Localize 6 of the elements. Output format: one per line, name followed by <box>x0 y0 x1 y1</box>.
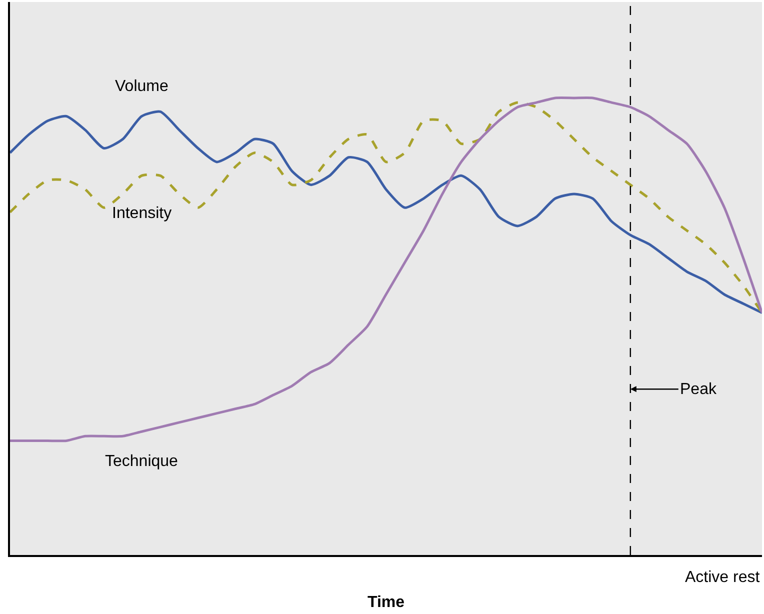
text: Active rest <box>685 569 760 586</box>
series-label: Volume <box>115 78 168 95</box>
annotation: Peak <box>680 381 718 398</box>
x-axis-title: Time <box>367 594 405 611</box>
series-label: Technique <box>105 453 178 470</box>
series-label: Intensity <box>112 205 172 222</box>
